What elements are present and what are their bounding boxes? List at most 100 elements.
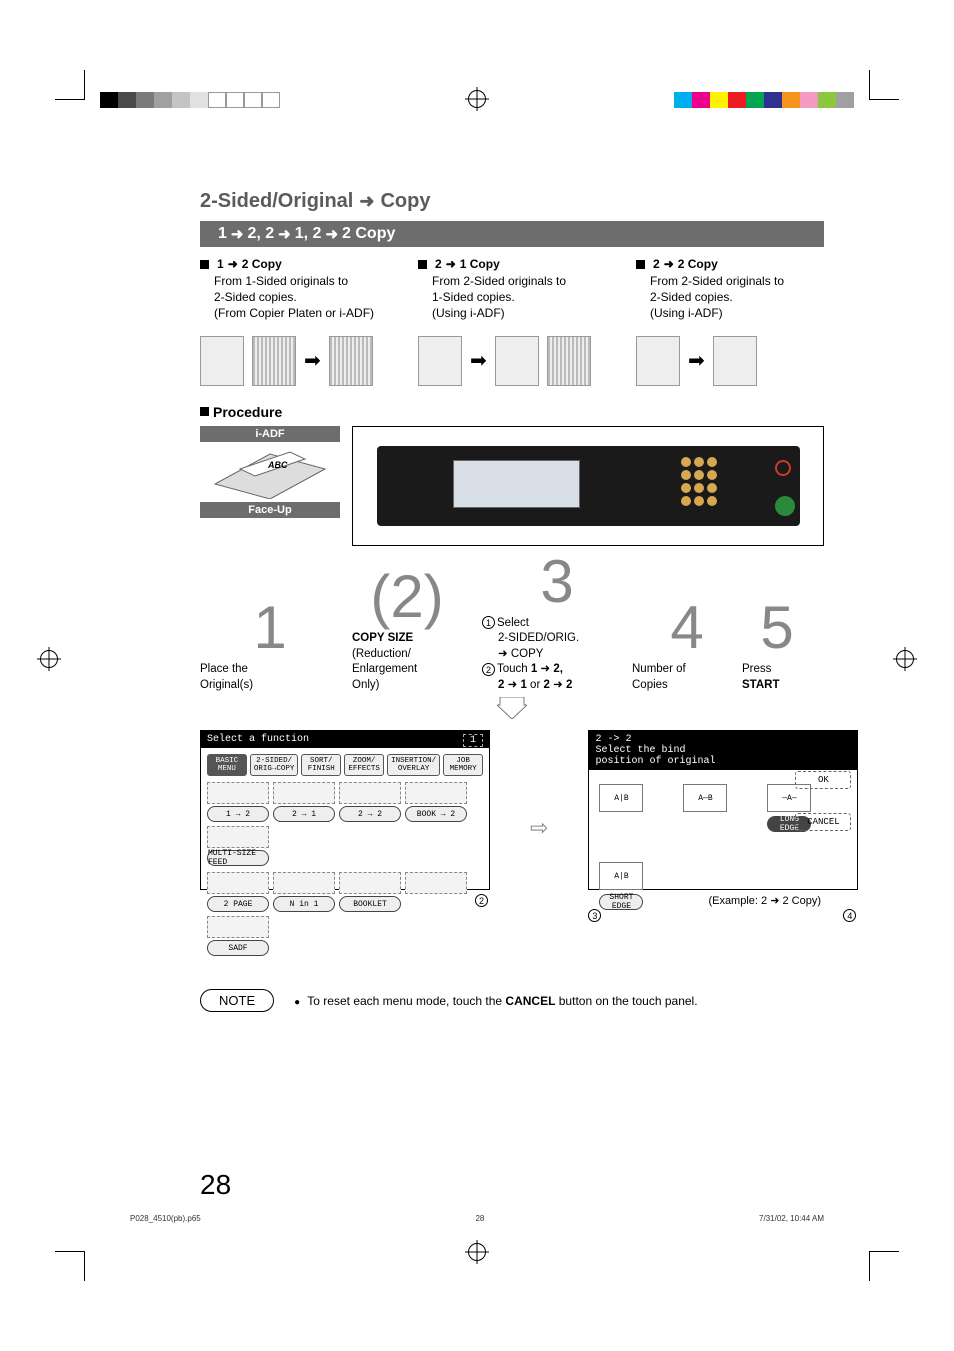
steps-row: 1 Place the Original(s) 2 COPY SIZE (Red… [200, 552, 824, 694]
mode-2to1: 2 ➜ 1 Copy From 2-Sided originals to 1-S… [418, 257, 606, 322]
mode-1to2: 1 ➜ 2 Copy From 1-Sided originals to 2-S… [200, 257, 388, 322]
footer-page: 28 [475, 1214, 484, 1223]
step-4: 4 Number of Copies [632, 598, 742, 693]
step-text: Original(s) [200, 678, 340, 694]
adf-illustration: ABC [200, 442, 340, 502]
step-text-bold: 2, [553, 663, 563, 675]
title-part-b: Copy [380, 190, 430, 213]
control-panel-illustration [352, 426, 824, 546]
screen-option[interactable]: N in 1 [273, 872, 335, 912]
step-text: Copies [632, 678, 742, 694]
screen-option[interactable]: 2 → 1 [273, 782, 335, 822]
arrow-icon: ➜ [325, 225, 338, 243]
sheet-icon [495, 336, 539, 386]
step-text-bold: COPY SIZE [352, 632, 413, 644]
screen-title-line: 2 -> 2 [595, 734, 851, 745]
step-number: 5 [742, 598, 812, 658]
sheet-icon [547, 336, 591, 386]
step-text-bold: 2 [543, 679, 549, 691]
note-badge: NOTE [200, 989, 274, 1012]
step-text: Number of [632, 662, 742, 678]
screen-tab[interactable]: JOB MEMORY [443, 754, 483, 776]
step-text-bold: 2 [498, 679, 504, 691]
screen-option[interactable]: 2 PAGE [207, 872, 269, 912]
adf-top-label: i-ADF [200, 426, 340, 442]
arrow-icon: ➜ [278, 225, 291, 243]
arrow-icon: ➜ [553, 679, 563, 691]
step-text-bold: 1 [531, 663, 537, 675]
step-number: 4 [632, 598, 742, 658]
page-number: 28 [200, 1169, 231, 1201]
square-bullet-icon [200, 407, 209, 416]
mode-line: From 1-Sided originals to [214, 273, 388, 289]
diagram-1to2: ➡ [200, 336, 388, 386]
touch-screen-2: 2 -> 2 Select the bind position of origi… [588, 730, 858, 890]
step-number: 1 [200, 598, 340, 658]
step-text-bold: START [742, 679, 779, 691]
step-text: Press [742, 662, 812, 678]
screen-tab[interactable]: SORT/ FINISH [301, 754, 341, 776]
main-title: 2-Sided/Original ➜ Copy [200, 190, 824, 213]
step-text: Touch [497, 663, 531, 675]
mode-line: 1-Sided copies. [432, 289, 606, 305]
screen-option[interactable]: BOOKLET [339, 872, 401, 912]
note-text: ● To reset each menu mode, touch the CAN… [294, 994, 697, 1008]
arrow-icon: ➜ [231, 225, 244, 243]
step-5: 5 Press START [742, 598, 812, 693]
touch-screen-1: Select a function 1 BASIC MENU2-SIDED/ O… [200, 730, 490, 890]
screen-option[interactable]: BOOK → 2 [405, 782, 467, 822]
screen-title-line: position of original [595, 756, 851, 767]
circled-number-icon: 2 [482, 663, 495, 676]
bind-option[interactable]: A|B [599, 784, 643, 832]
mode-line: 2-Sided copies. [214, 289, 388, 305]
colorbar-left [100, 92, 280, 108]
screen-option[interactable] [405, 872, 467, 912]
procedure-label: Procedure [213, 404, 282, 420]
mode-head-b: 2 Copy [678, 257, 718, 271]
note-part: To reset each menu mode, touch the [307, 994, 505, 1008]
bullet-icon: ● [294, 997, 300, 1008]
panel-screen-icon [453, 460, 580, 508]
step-text: Only) [352, 678, 462, 694]
cancel-button[interactable]: CANCEL [795, 813, 851, 831]
step-text: (Reduction/ [352, 647, 462, 663]
mode-line: From 2-Sided originals to [650, 273, 824, 289]
svg-text:ABC: ABC [267, 460, 288, 470]
step-1: 1 Place the Original(s) [200, 598, 340, 693]
mode-head-a: 2 [435, 257, 442, 271]
page-content: 2-Sided/Original ➜ Copy 1➜ 2, 2➜ 1, 2➜ 2… [200, 190, 824, 1191]
screen-tab[interactable]: INSERTION/ OVERLAY [387, 754, 440, 776]
section-bar: 1➜ 2, 2➜ 1, 2➜ 2 Copy [200, 221, 824, 247]
screen-option[interactable]: MULTI-SIZE FEED [207, 826, 269, 866]
arrow-icon: ➡ [470, 348, 487, 373]
sheet-icon [636, 336, 680, 386]
sheet-icon [418, 336, 462, 386]
arrow-icon: ⇨ [530, 815, 548, 841]
page-indicator: 1 [463, 734, 483, 747]
subbar-4: 2 Copy [342, 225, 395, 243]
screen-title: Select a function [207, 734, 309, 745]
mode-line: (From Copier Platen or i-ADF) [214, 305, 388, 321]
screen-tab[interactable]: ZOOM/ EFFECTS [344, 754, 384, 776]
mode-line: From 2-Sided originals to [432, 273, 606, 289]
step-text-bold: 2 [566, 679, 572, 691]
down-arrow [200, 697, 824, 724]
arrow-icon: ➜ [541, 663, 551, 675]
screen-option[interactable]: SADF [207, 916, 269, 956]
diagram-2to2: ➡ [636, 336, 824, 386]
arrow-icon: ➜ [228, 257, 238, 271]
screen-option[interactable]: 1 → 2 [207, 782, 269, 822]
screen-tab[interactable]: BASIC MENU [207, 754, 247, 776]
arrow-icon: ➜ [359, 191, 374, 212]
screen-tab[interactable]: 2-SIDED/ ORIG→COPY [250, 754, 299, 776]
sheet-icon [200, 336, 244, 386]
ok-button[interactable]: OK [795, 771, 851, 789]
bind-option[interactable]: A—B [683, 784, 727, 832]
bind-option[interactable]: A|BSHORT EDGE [599, 862, 643, 910]
mode-head-a: 1 [217, 257, 224, 271]
note-part: button on the touch panel. [555, 994, 697, 1008]
footer: P028_4510(pb).p65 28 7/31/02, 10:44 AM [130, 1214, 824, 1223]
screen-option[interactable]: 2 → 2 [339, 782, 401, 822]
mode-head-b: 1 Copy [460, 257, 500, 271]
step-text: or [527, 679, 544, 691]
